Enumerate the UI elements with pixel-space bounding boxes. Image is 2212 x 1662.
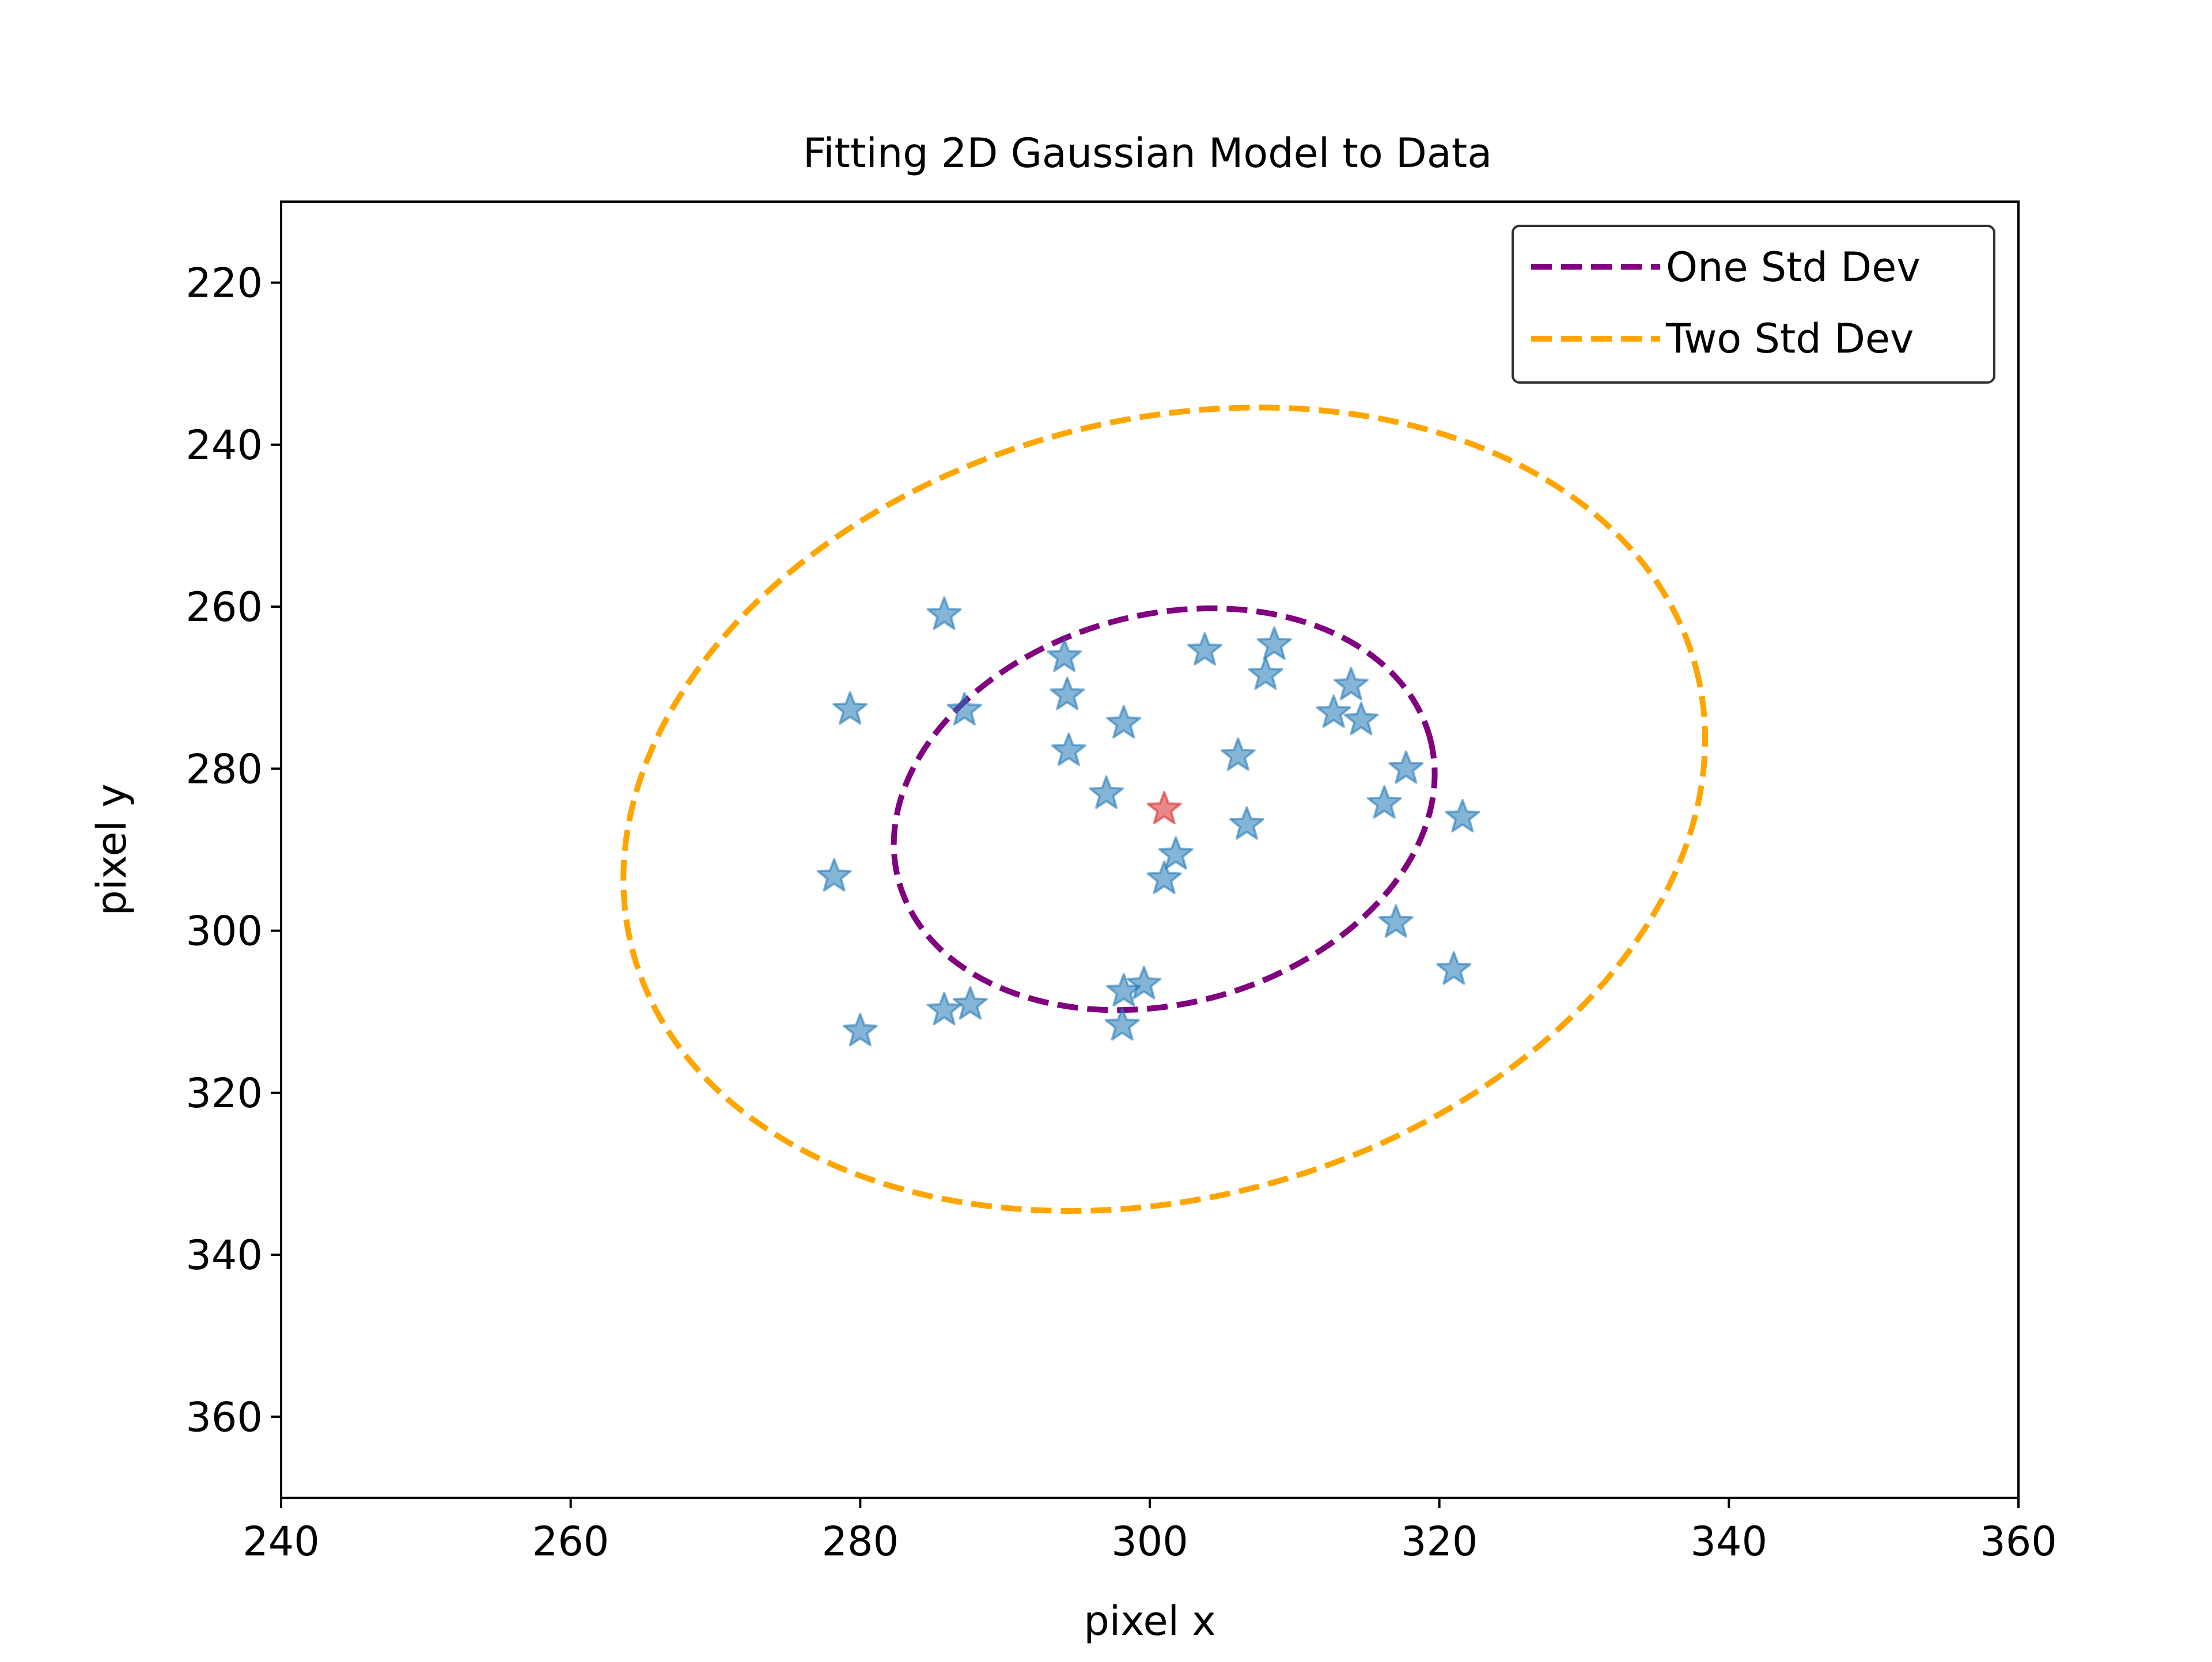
data-point — [1158, 836, 1194, 870]
legend-label-two-std-dev: Two Std Dev — [1665, 315, 1914, 362]
ellipse-layer — [620, 404, 1709, 1214]
data-point — [1220, 737, 1256, 771]
data-point — [1047, 638, 1082, 672]
data-point — [1146, 860, 1182, 894]
legend: One Std Dev Two Std Dev — [1512, 225, 1995, 384]
data-point — [1333, 667, 1369, 701]
data-point — [1106, 705, 1142, 739]
data-point — [1256, 626, 1292, 660]
y-tick-label: 360 — [185, 1394, 263, 1441]
data-point — [1366, 785, 1402, 819]
y-tick-label: 220 — [185, 260, 263, 307]
data-point — [1229, 806, 1264, 840]
x-tick-label: 300 — [1111, 1518, 1188, 1565]
x-tick-label: 360 — [1980, 1518, 2057, 1565]
data-point — [832, 691, 868, 725]
x-axis-label: pixel x — [1084, 1597, 1215, 1645]
x-tick-label: 280 — [822, 1518, 899, 1565]
chart-title: Fitting 2D Gaussian Model to Data — [803, 130, 1492, 177]
data-point — [1388, 750, 1424, 784]
data-point — [1126, 966, 1162, 1000]
data-point — [926, 991, 962, 1025]
data-point — [946, 692, 982, 726]
y-tick-label: 240 — [185, 422, 263, 469]
legend-label-one-std-dev: One Std Dev — [1666, 244, 1921, 291]
y-tick-label: 260 — [185, 584, 263, 631]
points-layer — [816, 596, 1480, 1047]
ellipse-one-std-dev — [891, 605, 1438, 1013]
data-point — [1050, 676, 1085, 710]
data-point — [816, 858, 852, 892]
y-axis-ticks: 220 240 260 280 300 320 340 360 — [185, 260, 281, 1441]
data-point — [1187, 632, 1222, 666]
x-axis-ticks: 240 260 280 300 320 340 360 — [243, 1498, 2057, 1565]
data-point — [1436, 951, 1472, 985]
y-axis-label: pixel y — [88, 783, 135, 915]
y-tick-label: 280 — [185, 745, 263, 793]
y-tick-label: 300 — [185, 908, 263, 955]
x-tick-label: 260 — [532, 1518, 609, 1565]
data-point — [1104, 1007, 1140, 1041]
data-point — [926, 596, 962, 630]
data-point — [952, 986, 988, 1020]
x-tick-label: 340 — [1691, 1518, 1768, 1565]
data-point — [1445, 798, 1480, 832]
data-point — [842, 1013, 878, 1047]
y-tick-label: 320 — [185, 1070, 263, 1117]
data-point — [1248, 656, 1283, 690]
data-point — [1378, 904, 1414, 938]
data-point — [1316, 694, 1351, 728]
data-point — [1343, 702, 1379, 736]
x-tick-label: 240 — [243, 1518, 320, 1565]
data-point — [1051, 732, 1086, 766]
ellipse-two-std-dev — [620, 404, 1709, 1214]
data-point — [1089, 775, 1124, 809]
y-tick-label: 340 — [185, 1232, 263, 1279]
center-point — [1146, 790, 1182, 824]
x-tick-label: 320 — [1401, 1518, 1478, 1565]
